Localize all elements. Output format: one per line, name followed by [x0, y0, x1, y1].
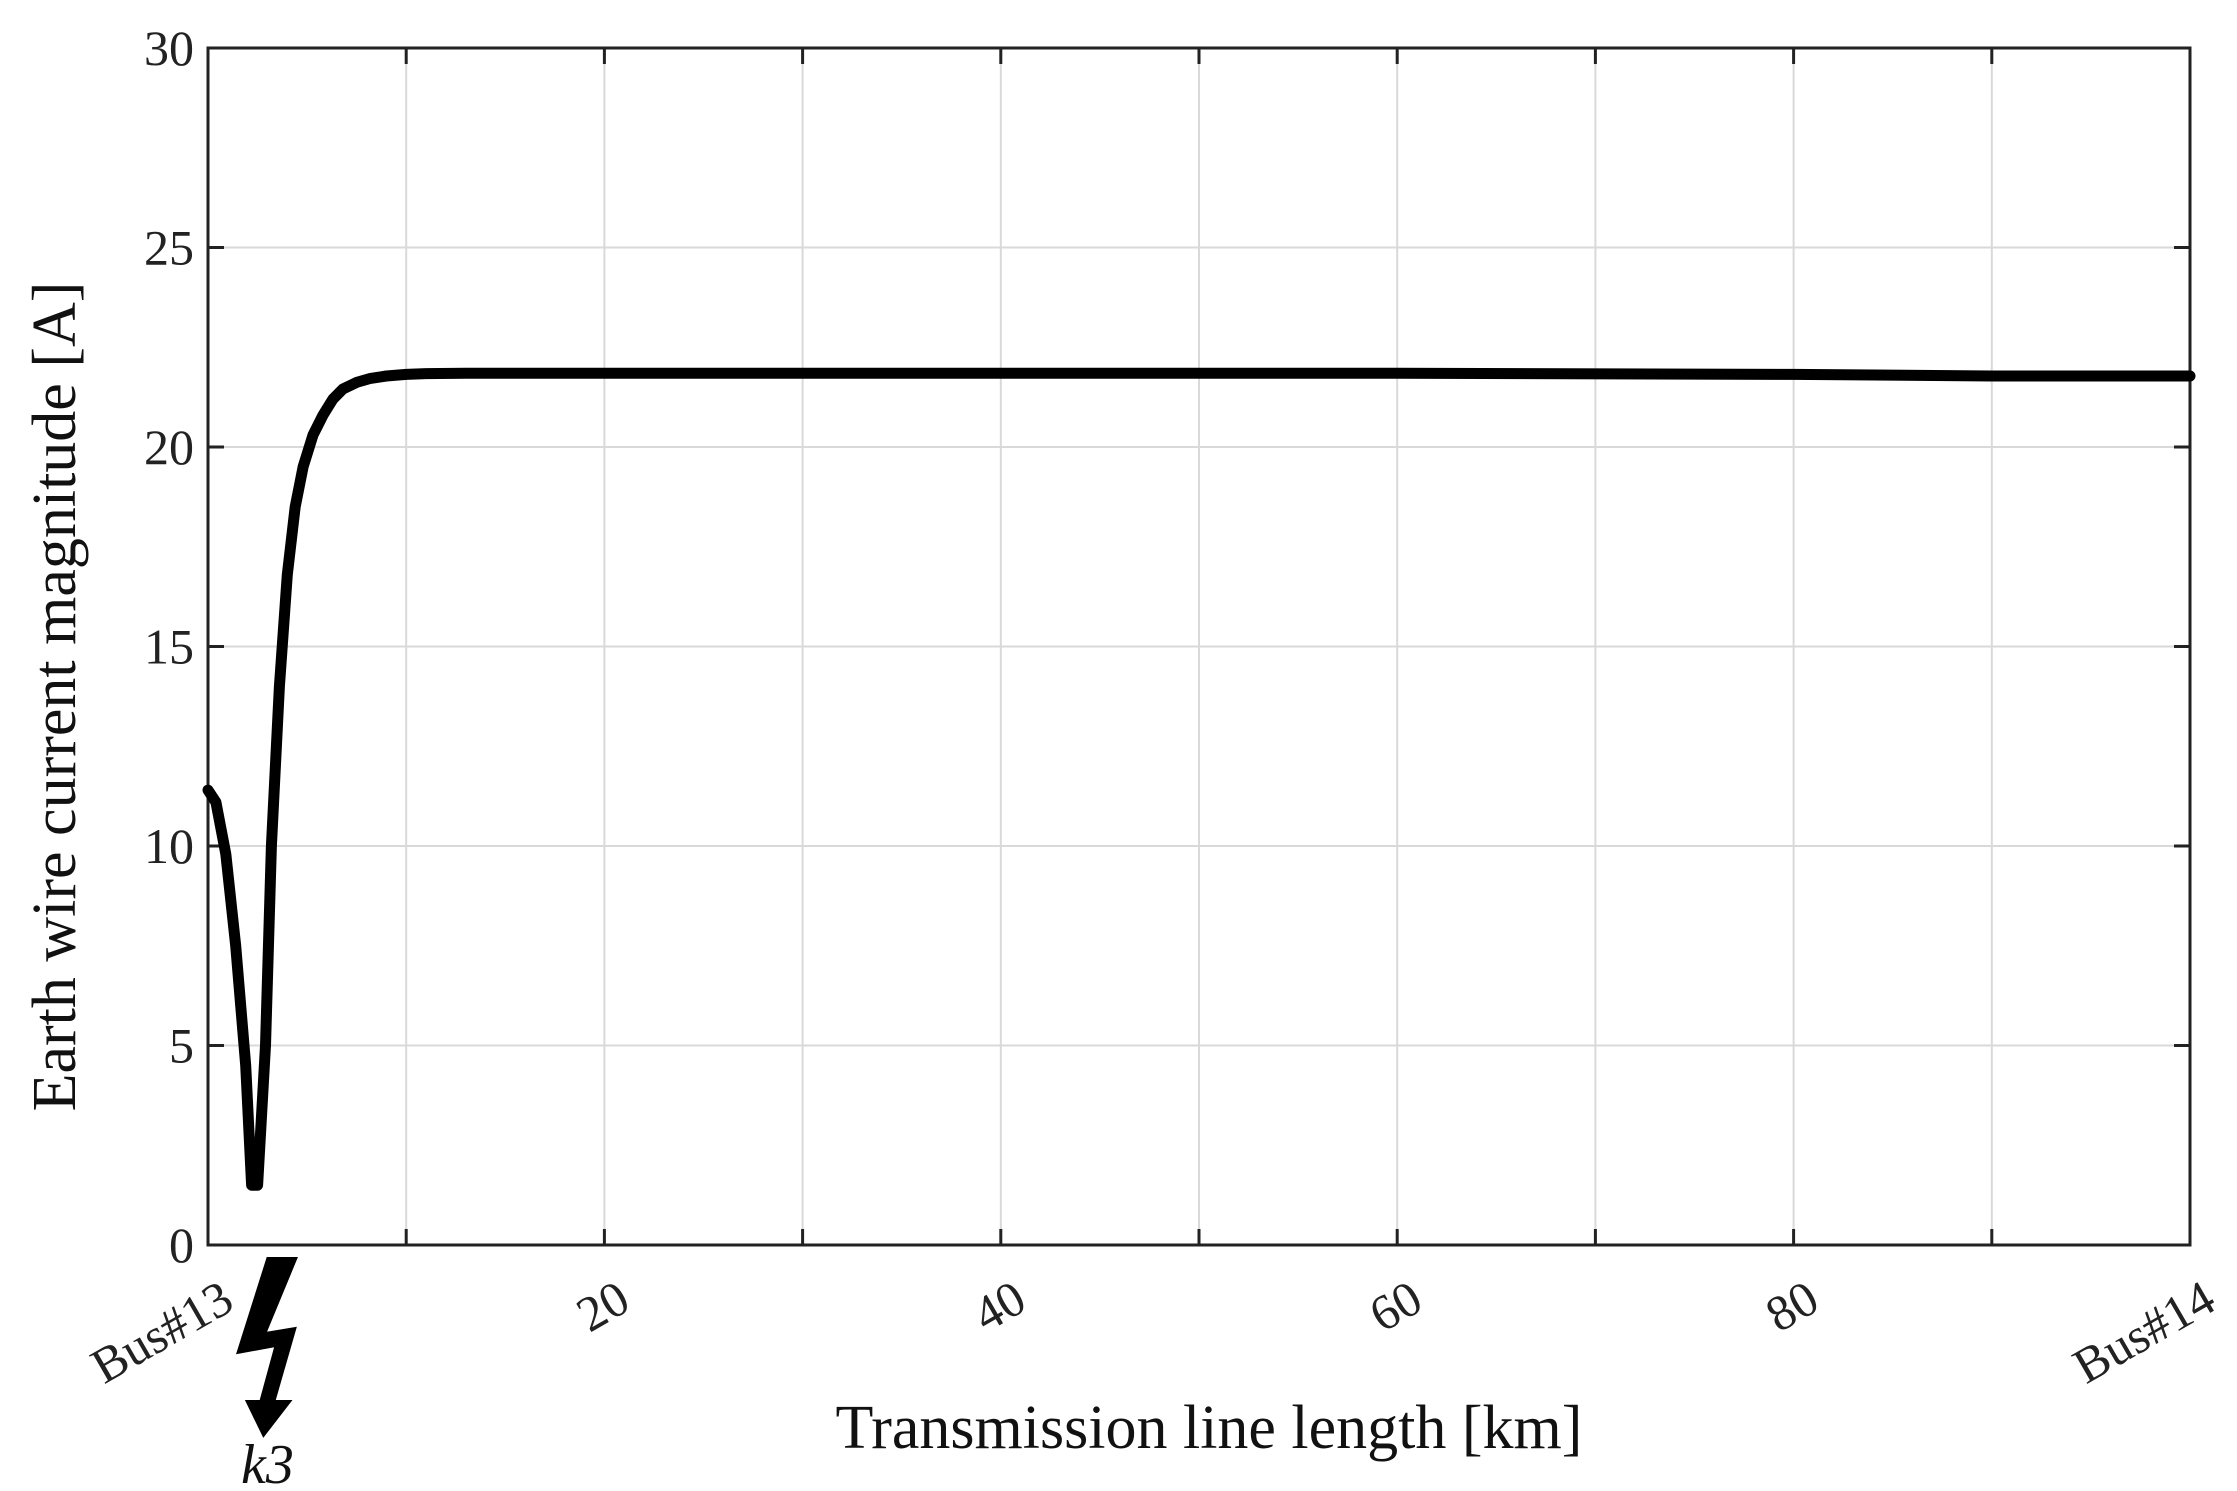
fault-label: k3 — [241, 1434, 294, 1491]
y-tick-label: 15 — [144, 619, 194, 675]
x-tick-label: Bus#14 — [2064, 1269, 2224, 1394]
x-tick-label: 20 — [567, 1269, 638, 1342]
y-tick-labels: 0 5 10 15 20 25 30 — [144, 20, 194, 1273]
series — [202, 367, 2196, 1191]
y-tick-label: 0 — [169, 1217, 194, 1273]
x-tick-label: Bus#13 — [82, 1269, 242, 1394]
y-tick-label: 5 — [169, 1018, 194, 1074]
ticks — [206, 46, 2192, 1247]
x-tick-labels: Bus#13 20 40 60 80 Bus#14 — [82, 1269, 2224, 1394]
grid — [208, 48, 2190, 1245]
y-tick-label: 25 — [144, 220, 194, 276]
x-tick-label: 40 — [963, 1269, 1034, 1342]
lightning-bolt-icon — [236, 1257, 298, 1438]
x-axis-title: Transmission line length [km] — [836, 1394, 1583, 1462]
y-tick-label: 20 — [144, 419, 194, 475]
x-tick-label: 60 — [1360, 1269, 1431, 1342]
y-axis-title: Earth wire current magnitude [A] — [21, 282, 89, 1112]
y-tick-label: 30 — [144, 20, 194, 76]
series-line — [202, 367, 2196, 1191]
x-tick-label: 80 — [1756, 1269, 1827, 1342]
fault-marker: k3 — [236, 1257, 298, 1491]
y-tick-label: 10 — [144, 818, 194, 874]
